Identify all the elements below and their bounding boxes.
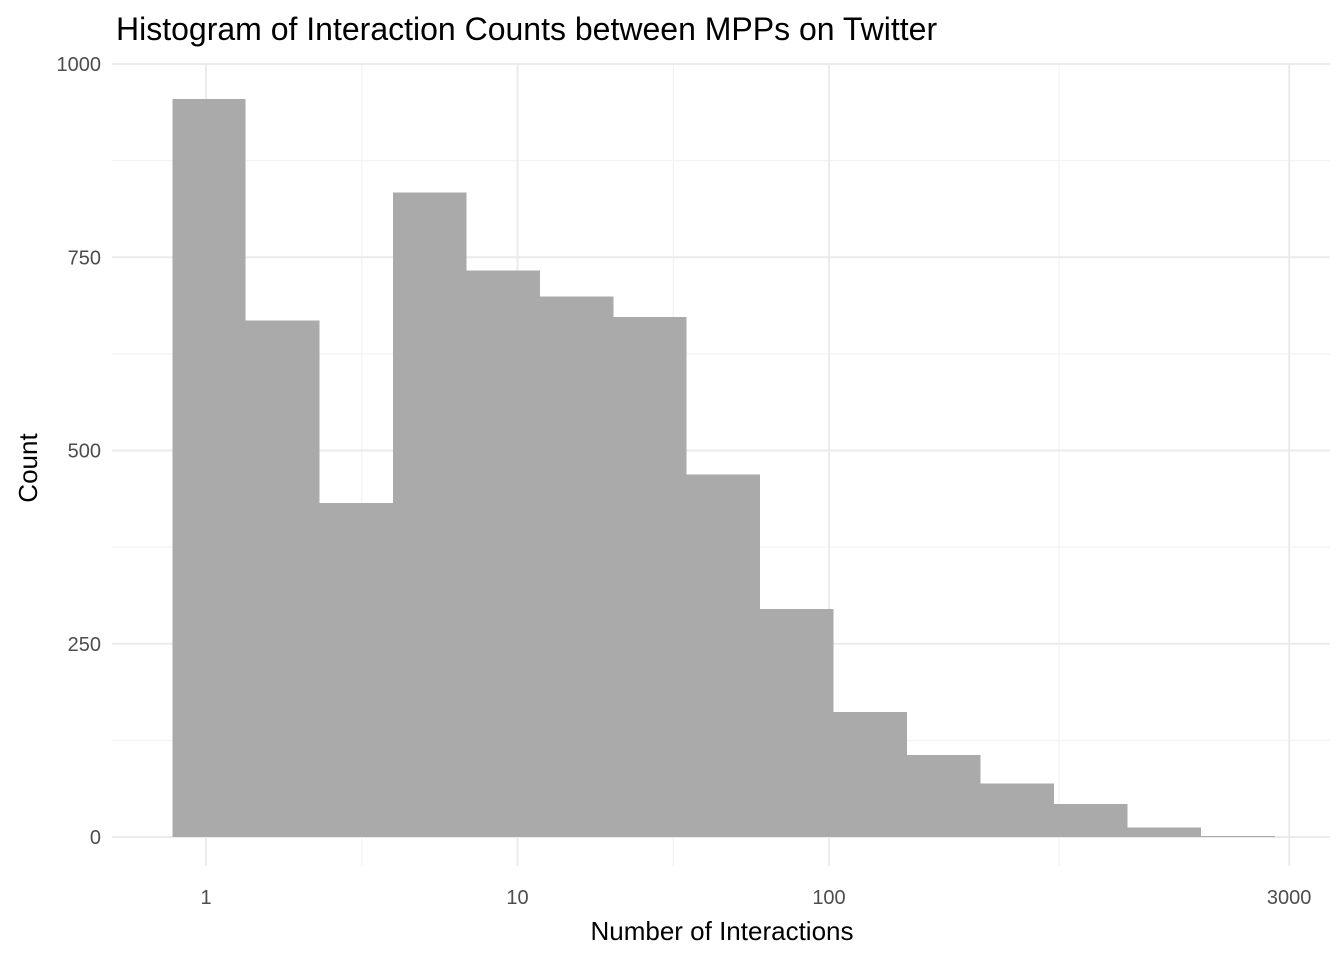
x-tick-label: 1 (200, 887, 211, 909)
histogram-bar (319, 503, 393, 837)
histogram-bar (833, 711, 908, 837)
x-axis-title: Number of Interactions (590, 916, 853, 946)
x-tick-label: 3000 (1267, 887, 1312, 909)
histogram-bar (760, 608, 834, 837)
histogram-bar (1054, 803, 1128, 837)
y-tick-label: 750 (68, 247, 101, 269)
chart-title: Histogram of Interaction Counts between … (116, 11, 937, 47)
y-axis-title: Count (13, 433, 43, 503)
histogram-bar (539, 296, 614, 838)
x-tick-label: 10 (506, 887, 528, 909)
histogram-bar (172, 98, 246, 837)
histogram-bar (686, 474, 761, 837)
axis-tick-labels: 0 250 500 750 1000 1 10 100 3000 (57, 54, 1312, 909)
histogram-bar (392, 192, 467, 837)
histogram-bar (1201, 836, 1275, 837)
histogram-bar (466, 270, 540, 837)
histogram-bar (245, 320, 320, 837)
y-tick-label: 0 (90, 827, 101, 849)
y-tick-label: 1000 (57, 54, 102, 76)
x-tick-label: 100 (812, 887, 845, 909)
histogram-bar (1127, 827, 1202, 837)
histogram-bar (980, 783, 1055, 837)
y-tick-label: 500 (68, 441, 101, 463)
histogram-bar (907, 755, 981, 837)
y-tick-label: 250 (68, 634, 101, 656)
histogram-bar (613, 316, 687, 837)
histogram-bars (172, 98, 1275, 838)
